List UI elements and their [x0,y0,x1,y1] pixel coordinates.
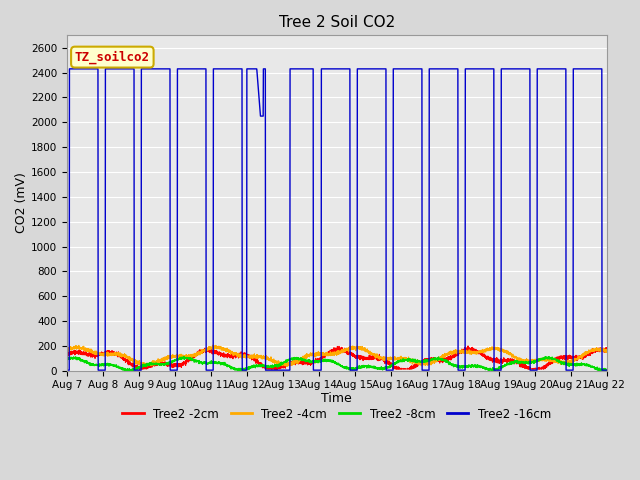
Tree2 -2cm [603,348,611,354]
Tree2 -16cm [387,367,394,373]
Tree2 -8cm [507,360,515,366]
Tree2 -4cm [603,348,611,353]
Tree2 -4cm [283,363,291,369]
Tree2 -2cm [161,359,169,365]
Tree2 -2cm [269,364,277,370]
Tree2 -8cm [119,367,127,373]
Tree2 -4cm [414,360,422,366]
Y-axis label: CO2 (mV): CO2 (mV) [15,173,28,233]
Tree2 -2cm [507,356,515,362]
Tree2 -16cm [507,66,515,72]
Text: TZ_soilco2: TZ_soilco2 [75,50,150,64]
Tree2 -2cm [464,343,472,349]
Tree2 -16cm [63,367,70,373]
Tree2 -8cm [603,367,611,373]
Title: Tree 2 Soil CO2: Tree 2 Soil CO2 [278,15,395,30]
Tree2 -16cm [161,66,169,72]
Tree2 -2cm [387,361,394,367]
Tree2 -16cm [65,66,73,72]
Tree2 -2cm [132,366,140,372]
Tree2 -2cm [414,361,422,367]
Tree2 -4cm [161,354,168,360]
Tree2 -8cm [269,364,277,370]
Tree2 -4cm [269,357,277,362]
Tree2 -4cm [63,348,70,353]
Tree2 -8cm [542,354,550,360]
Legend: Tree2 -2cm, Tree2 -4cm, Tree2 -8cm, Tree2 -16cm: Tree2 -2cm, Tree2 -4cm, Tree2 -8cm, Tree… [118,403,556,425]
Tree2 -8cm [414,359,422,365]
Line: Tree2 -2cm: Tree2 -2cm [67,346,607,369]
Line: Tree2 -8cm: Tree2 -8cm [67,357,607,370]
Tree2 -2cm [466,348,474,354]
Tree2 -8cm [466,363,474,369]
Tree2 -8cm [63,357,70,362]
Tree2 -16cm [414,66,422,72]
Tree2 -4cm [466,349,474,355]
Line: Tree2 -16cm: Tree2 -16cm [67,69,607,370]
Tree2 -2cm [63,351,70,357]
Tree2 -8cm [387,364,394,370]
X-axis label: Time: Time [321,392,352,405]
Tree2 -16cm [269,367,277,373]
Tree2 -4cm [209,342,216,348]
Line: Tree2 -4cm: Tree2 -4cm [67,345,607,366]
Tree2 -4cm [387,356,394,362]
Tree2 -16cm [603,367,611,373]
Tree2 -4cm [507,351,515,357]
Tree2 -8cm [161,361,169,367]
Tree2 -16cm [466,66,474,72]
